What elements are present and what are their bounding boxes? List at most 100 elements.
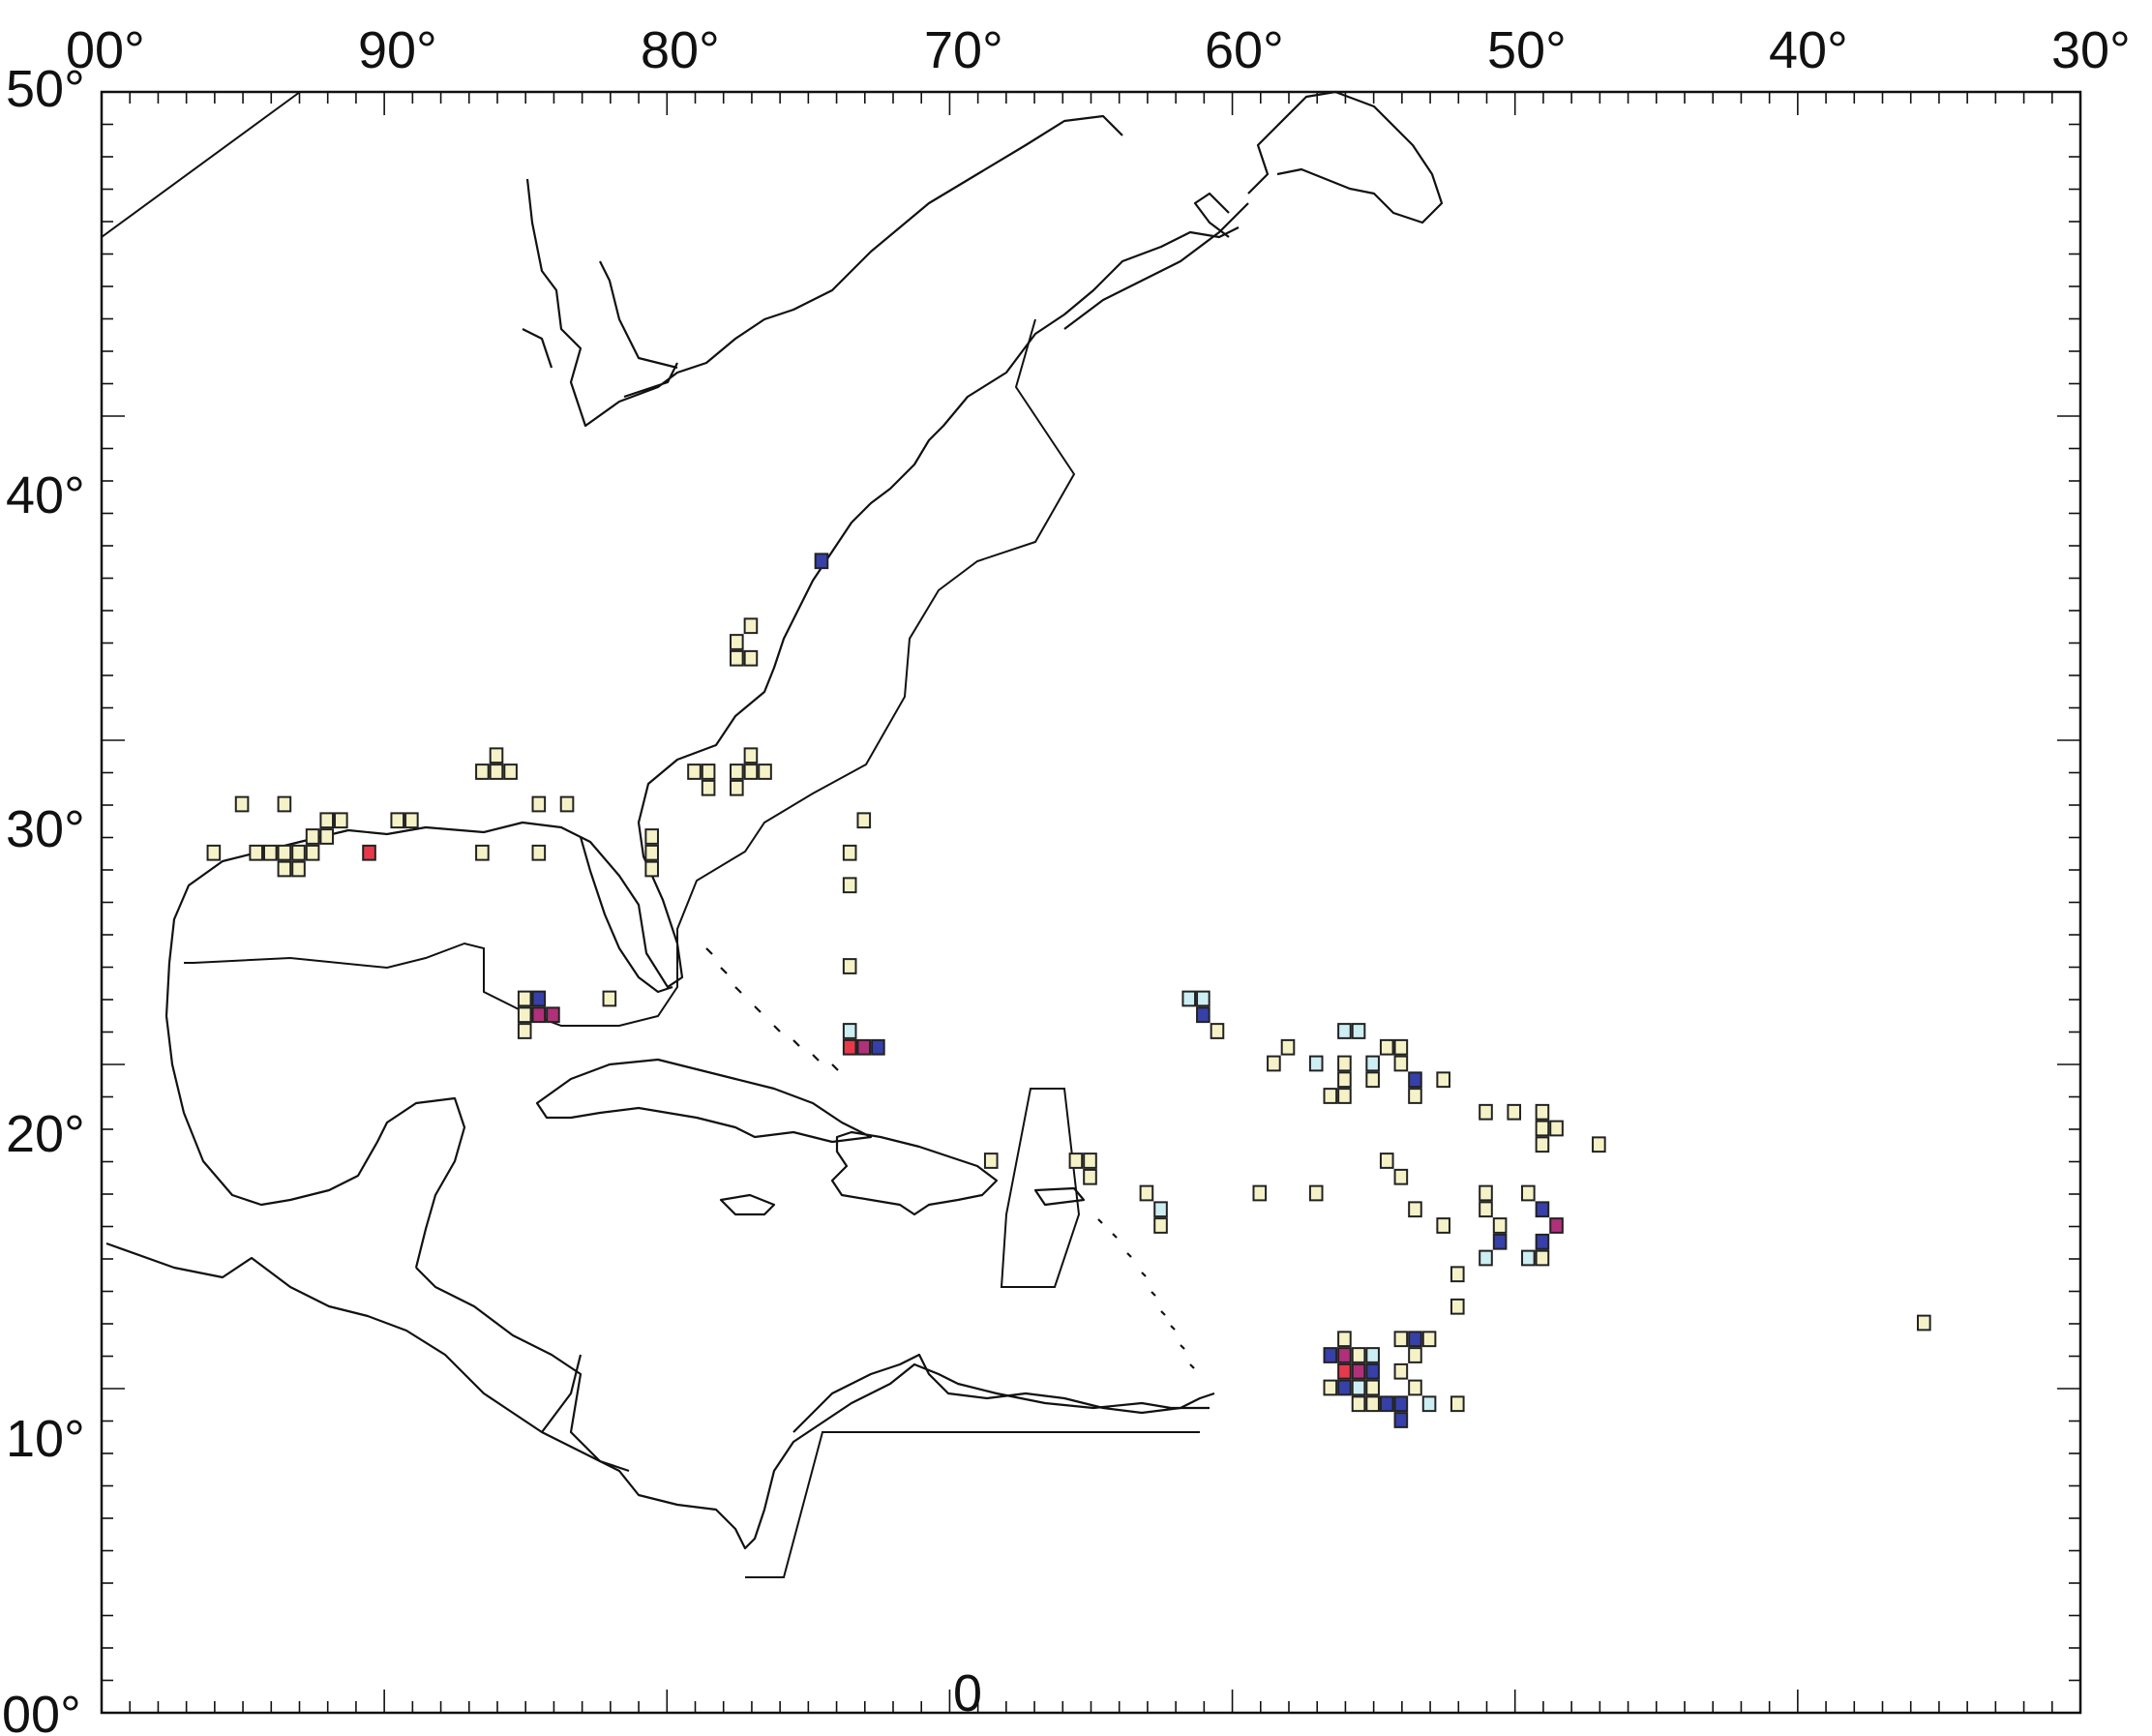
data-cell-pale [1535, 1103, 1550, 1121]
data-cell-light-blue [1337, 1023, 1352, 1039]
data-cell-pale [602, 990, 617, 1007]
lon-label-50: 50° [1487, 21, 1567, 79]
lon-label-80: 80° [641, 21, 720, 79]
data-cell-pale [517, 1023, 532, 1039]
data-cell-light-blue [1479, 1249, 1493, 1267]
data-cell-red [842, 1038, 857, 1056]
data-cell-pale [319, 812, 335, 829]
data-cell-pale [743, 763, 759, 780]
data-cell-pale [517, 990, 532, 1007]
data-cell-pale [1210, 1023, 1225, 1039]
data-cell-pale [1267, 1055, 1281, 1072]
data-cell-red [362, 844, 376, 861]
data-cell-pale [559, 795, 575, 813]
data-cell-blue [1393, 1395, 1409, 1413]
data-cell-pale [1535, 1120, 1550, 1137]
data-cell-pale [1450, 1395, 1465, 1413]
lat-label-40: 40° [6, 466, 85, 524]
data-cell-pale [277, 844, 292, 861]
data-cell-pale [1337, 1331, 1352, 1348]
data-cells [206, 553, 1931, 1428]
data-cell-pale [1153, 1217, 1168, 1234]
data-cell-blue [1379, 1395, 1394, 1413]
data-cell-pale [1337, 1088, 1352, 1104]
data-cell-pale [1083, 1168, 1097, 1185]
data-cell-pale [1549, 1120, 1564, 1137]
data-cell-pale [1521, 1184, 1536, 1202]
data-cell-pale [1408, 1379, 1422, 1396]
data-cell-pale [262, 844, 278, 861]
data-cell-pale [1323, 1088, 1338, 1104]
data-cell-light-blue [1521, 1249, 1536, 1267]
data-cell-light-blue [1351, 1379, 1366, 1396]
data-cell-pale [305, 844, 320, 861]
data-cell-pale [1365, 1379, 1380, 1396]
data-cell-pale [1379, 1152, 1394, 1169]
data-cell-pale [1393, 1168, 1409, 1185]
data-cell-pale [206, 844, 222, 861]
data-cell-pale [644, 844, 659, 861]
data-cell-pale [1436, 1217, 1450, 1234]
data-cell-blue [531, 990, 547, 1007]
data-cell-blue [1365, 1362, 1380, 1380]
lon-label-30: 30° [2051, 21, 2131, 79]
data-cell-pale [489, 747, 504, 764]
data-cell-light-blue [842, 1023, 857, 1039]
data-cell-light-blue [1196, 990, 1210, 1007]
data-cell-pale [1917, 1314, 1931, 1332]
lon-label-90: 90° [358, 21, 437, 79]
lon-label-100: 00° [66, 21, 145, 79]
data-cell-pale [319, 828, 335, 845]
data-cell-pale [1535, 1249, 1550, 1267]
data-cell-blue [1393, 1412, 1409, 1428]
data-cell-pale [842, 958, 857, 974]
data-cell-red [1337, 1362, 1352, 1380]
data-cell-pale [1408, 1201, 1422, 1218]
data-cell-pale [517, 1006, 532, 1024]
data-cell-pale [1351, 1395, 1366, 1413]
data-cell-pale [644, 828, 659, 845]
data-cell-light-blue [1421, 1395, 1437, 1413]
data-cell-pale [1592, 1136, 1606, 1153]
data-cell-pale [644, 860, 659, 878]
data-cell-pale [390, 812, 405, 829]
data-cell-pale [842, 877, 857, 894]
data-cell-pale [687, 763, 702, 780]
axis-ticks [101, 91, 2081, 1714]
data-cell-pale [1365, 1395, 1380, 1413]
data-cell-pale [334, 812, 348, 829]
data-cell-pale [1068, 1152, 1084, 1169]
lat-label-10: 10° [6, 1410, 85, 1468]
data-cell-magenta [1549, 1217, 1564, 1234]
data-cell-pale [1450, 1298, 1465, 1315]
data-cell-blue [1323, 1347, 1338, 1363]
lat-label-20: 20° [6, 1105, 85, 1163]
data-cell-pale [1535, 1136, 1550, 1153]
data-cell-magenta [856, 1038, 872, 1056]
data-cell-pale [730, 649, 744, 667]
data-cell-pale [743, 617, 759, 635]
data-cell-pale [1408, 1347, 1422, 1363]
data-cell-pale [1365, 1071, 1380, 1089]
data-cell-light-blue [1181, 990, 1197, 1007]
data-cell-pale [1393, 1038, 1409, 1056]
data-cell-blue [1408, 1071, 1422, 1089]
data-cell-magenta [531, 1006, 547, 1024]
data-cell-blue [871, 1038, 885, 1056]
data-cell-pale [1393, 1055, 1409, 1072]
lon-label-40: 40° [1769, 21, 1848, 79]
data-cell-blue [1408, 1331, 1422, 1348]
data-cell-pale [404, 812, 419, 829]
data-cell-pale [305, 828, 320, 845]
lon-label-60: 60° [1205, 21, 1284, 79]
data-cell-light-blue [1365, 1055, 1380, 1072]
data-cell-pale [249, 844, 263, 861]
data-cell-pale [1450, 1266, 1465, 1283]
data-cell-pale [743, 649, 759, 667]
data-cell-light-blue [1365, 1347, 1380, 1363]
data-cell-pale [1351, 1347, 1366, 1363]
data-cell-pale [277, 795, 292, 813]
data-cell-pale [503, 763, 518, 780]
data-cell-pale [1492, 1217, 1508, 1234]
data-cell-blue [1337, 1379, 1352, 1396]
